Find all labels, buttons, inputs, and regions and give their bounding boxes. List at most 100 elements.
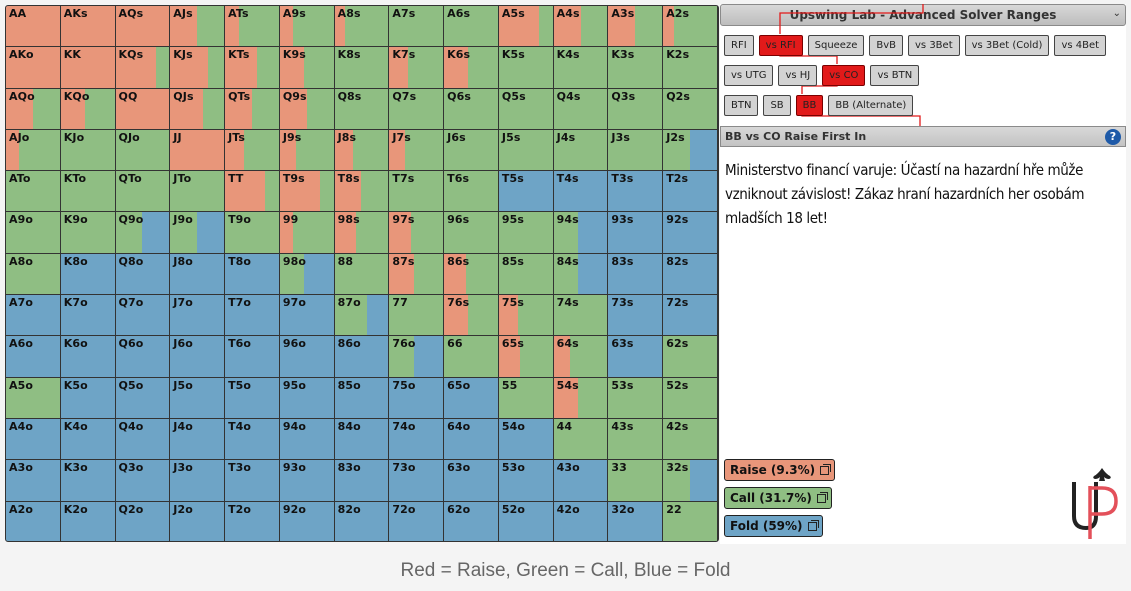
hand-cell[interactable]: Q7s xyxy=(389,88,445,130)
hand-cell[interactable]: 84o xyxy=(334,418,390,461)
hand-cell[interactable]: A2s xyxy=(663,6,718,48)
hand-cell[interactable]: K5o xyxy=(60,377,116,419)
vs-rfi-button[interactable]: vs RFI xyxy=(758,35,803,56)
hand-cell[interactable]: J9s xyxy=(279,129,335,172)
hand-cell[interactable]: J6o xyxy=(170,336,226,378)
hand-cell[interactable]: 84s xyxy=(553,253,609,296)
hand-cell[interactable]: QQ xyxy=(115,88,171,130)
legend-raise[interactable]: Raise (9.3%) xyxy=(724,459,836,481)
bb-alternate-button[interactable]: BB (Alternate) xyxy=(828,95,914,116)
hand-cell[interactable]: T3s xyxy=(608,171,664,213)
hand-cell[interactable]: 43s xyxy=(608,418,664,461)
hand-cell[interactable]: A7o xyxy=(6,295,61,337)
hand-cell[interactable]: JJ xyxy=(170,129,226,172)
hand-cell[interactable]: 92s xyxy=(663,212,718,254)
hand-cell[interactable]: K5s xyxy=(498,47,554,89)
hand-cell[interactable]: 64o xyxy=(444,418,499,461)
hand-cell[interactable]: QTo xyxy=(115,171,171,213)
vs-co-button[interactable]: vs CO xyxy=(822,65,866,86)
hand-cell[interactable]: A5o xyxy=(6,377,61,419)
hand-cell[interactable]: 53o xyxy=(498,460,554,502)
hand-cell[interactable]: AJs xyxy=(170,6,226,48)
hand-cell[interactable]: TT xyxy=(225,171,280,213)
range-selector-dropdown[interactable]: Upswing Lab - Advanced Solver Ranges ⌄ xyxy=(720,4,1126,26)
hand-cell[interactable]: JTo xyxy=(170,171,226,213)
hand-cell[interactable]: 73o xyxy=(389,460,445,502)
copy-icon[interactable] xyxy=(816,491,828,503)
hand-cell[interactable]: A5s xyxy=(498,6,554,48)
hand-cell[interactable]: AA xyxy=(6,6,61,48)
copy-icon[interactable] xyxy=(807,519,819,531)
hand-cell[interactable]: 92o xyxy=(279,501,335,541)
hand-cell[interactable]: J3s xyxy=(608,129,664,172)
hand-cell[interactable]: Q9o xyxy=(115,212,171,254)
hand-cell[interactable]: KJs xyxy=(170,47,226,89)
hand-cell[interactable]: Q6o xyxy=(115,336,171,378)
legend-call[interactable]: Call (31.7%) xyxy=(724,487,832,509)
hand-cell[interactable]: 97s xyxy=(389,212,445,254)
hand-cell[interactable]: T5o xyxy=(225,377,280,419)
hand-cell[interactable]: T3o xyxy=(225,460,280,502)
hand-cell[interactable]: Q3o xyxy=(115,460,171,502)
hand-cell[interactable]: 43o xyxy=(553,460,609,502)
hand-cell[interactable]: A3o xyxy=(6,460,61,502)
hand-cell[interactable]: A6o xyxy=(6,336,61,378)
hand-cell[interactable]: T8o xyxy=(225,253,280,296)
hand-cell[interactable]: 93s xyxy=(608,212,664,254)
hand-cell[interactable]: J2s xyxy=(663,129,718,172)
rfi-button[interactable]: RFI xyxy=(724,35,754,56)
hand-cell[interactable]: J4o xyxy=(170,418,226,461)
hand-cell[interactable]: 76o xyxy=(389,336,445,378)
hand-cell[interactable]: 32o xyxy=(608,501,664,541)
hand-cell[interactable]: 77 xyxy=(389,295,445,337)
hand-cell[interactable]: Q9s xyxy=(279,88,335,130)
hand-cell[interactable]: 76s xyxy=(444,295,499,337)
hand-cell[interactable]: 86o xyxy=(334,336,390,378)
bvb-button[interactable]: BvB xyxy=(869,35,904,56)
hand-cell[interactable]: 88 xyxy=(334,253,390,296)
hand-cell[interactable]: A4o xyxy=(6,418,61,461)
hand-cell[interactable]: 44 xyxy=(553,418,609,461)
hand-cell[interactable]: 86s xyxy=(444,253,499,296)
hand-cell[interactable]: QJs xyxy=(170,88,226,130)
hand-cell[interactable]: Q4o xyxy=(115,418,171,461)
hand-cell[interactable]: T2o xyxy=(225,501,280,541)
hand-cell[interactable]: 85s xyxy=(498,253,554,296)
hand-cell[interactable]: J5o xyxy=(170,377,226,419)
hand-cell[interactable]: K7o xyxy=(60,295,116,337)
hand-cell[interactable]: KK xyxy=(60,47,116,89)
hand-cell[interactable]: KQo xyxy=(60,88,116,130)
hand-cell[interactable]: 54s xyxy=(553,377,609,419)
bb-position-button[interactable]: BB xyxy=(795,95,824,116)
hand-cell[interactable]: Q3s xyxy=(608,88,664,130)
hand-cell[interactable]: 32s xyxy=(663,460,718,502)
hand-cell[interactable]: 82s xyxy=(663,253,718,296)
hand-cell[interactable]: 82o xyxy=(334,501,390,541)
hand-cell[interactable]: AKo xyxy=(6,47,61,89)
hand-cell[interactable]: J8o xyxy=(170,253,226,296)
vs-3bet-cold-button[interactable]: vs 3Bet (Cold) xyxy=(964,35,1050,56)
hand-cell[interactable]: Q4s xyxy=(553,88,609,130)
hand-cell[interactable]: 75o xyxy=(389,377,445,419)
hand-cell[interactable]: Q8o xyxy=(115,253,171,296)
sb-position-button[interactable]: SB xyxy=(763,95,791,116)
hand-cell[interactable]: KTo xyxy=(60,171,116,213)
hand-cell[interactable]: 65o xyxy=(444,377,499,419)
hand-cell[interactable]: KTs xyxy=(225,47,280,89)
hand-cell[interactable]: K8o xyxy=(60,253,116,296)
hand-cell[interactable]: K2s xyxy=(663,47,718,89)
hand-cell[interactable]: 93o xyxy=(279,460,335,502)
vs-hj-button[interactable]: vs HJ xyxy=(778,65,818,86)
hand-cell[interactable]: ATo xyxy=(6,171,61,213)
hand-cell[interactable]: Q2s xyxy=(663,88,718,130)
legend-fold[interactable]: Fold (59%) xyxy=(724,515,823,537)
hand-cell[interactable]: T8s xyxy=(334,171,390,213)
hand-cell[interactable]: A8s xyxy=(334,6,390,48)
hand-cell[interactable]: 55 xyxy=(498,377,554,419)
hand-cell[interactable]: J9o xyxy=(170,212,226,254)
hand-cell[interactable]: A2o xyxy=(6,501,61,541)
btn-position-button[interactable]: BTN xyxy=(724,95,759,116)
hand-cell[interactable]: A3s xyxy=(608,6,664,48)
hand-cell[interactable]: 87s xyxy=(389,253,445,296)
hand-cell[interactable]: 22 xyxy=(663,501,718,541)
